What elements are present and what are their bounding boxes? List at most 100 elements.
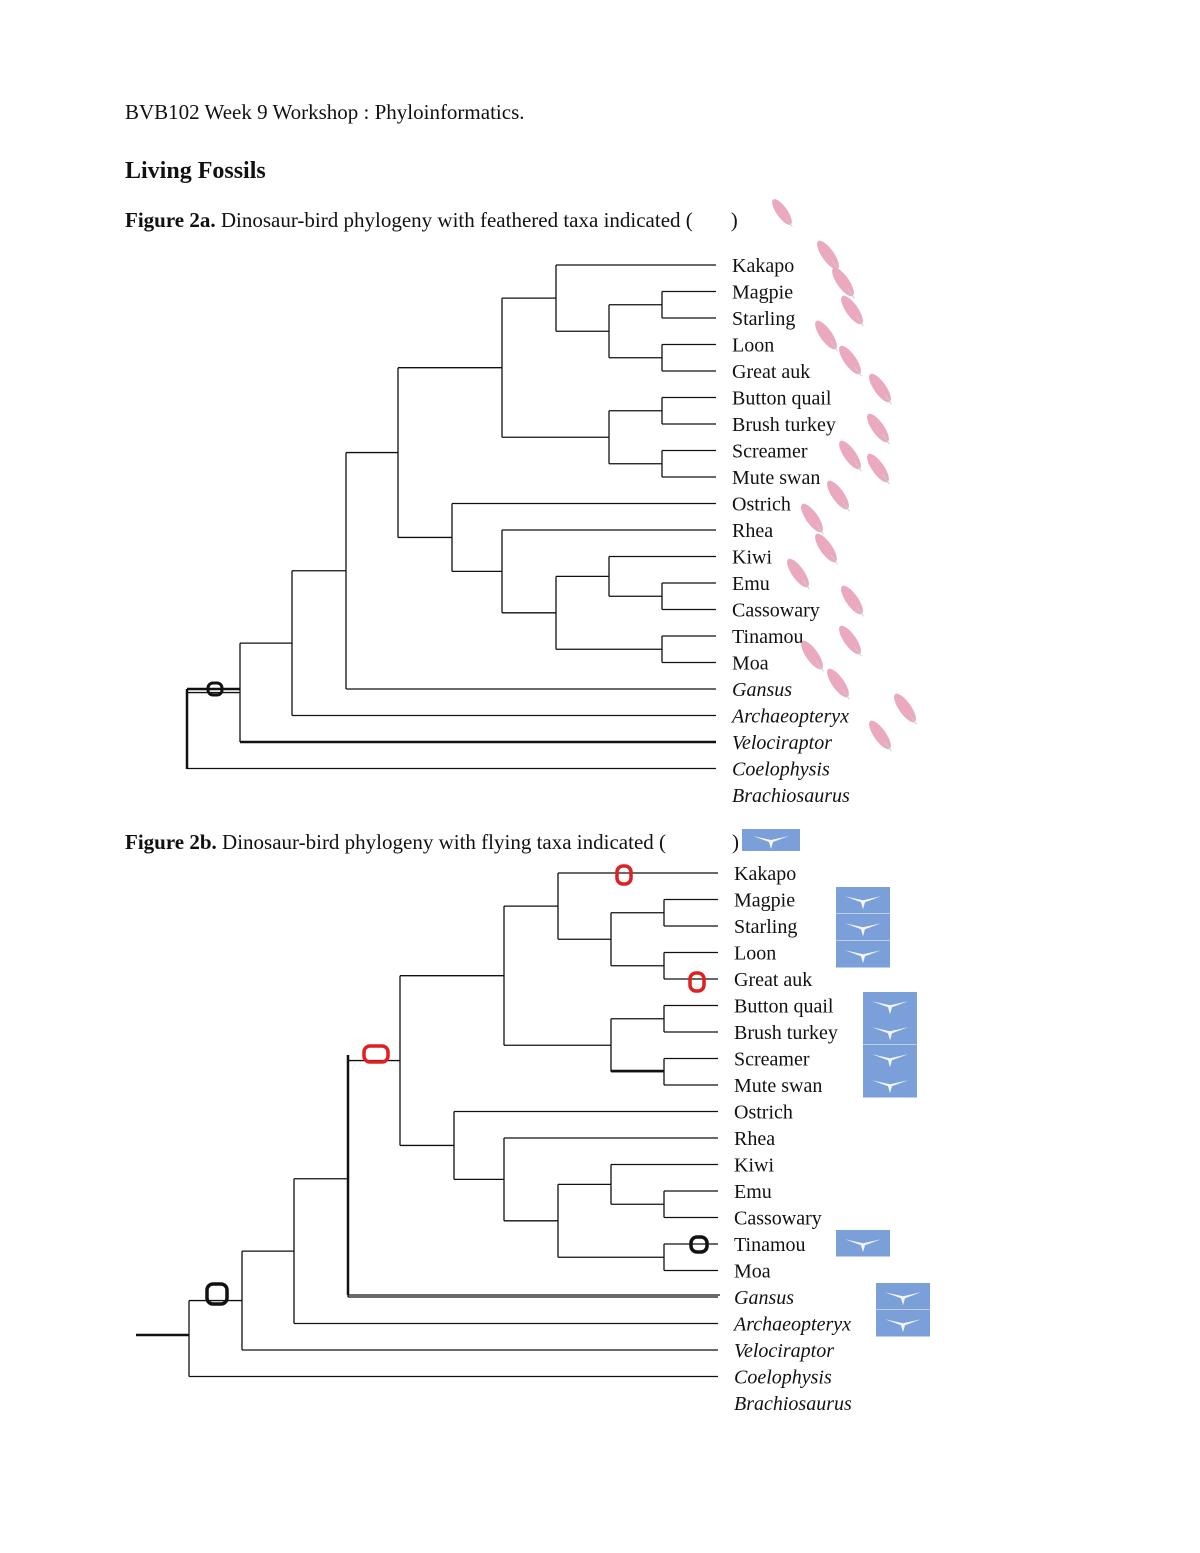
taxon-label-loon: Loon <box>734 943 776 965</box>
feather-icon <box>841 295 864 327</box>
feather-quill <box>816 661 824 672</box>
taxon-label-moa: Moa <box>734 1261 771 1283</box>
figure-2a-caption-end: ) <box>730 208 738 232</box>
feather-quill <box>884 394 892 405</box>
feather-quill <box>830 554 838 565</box>
feather-icon <box>894 693 917 725</box>
flying-bird-icon <box>836 887 890 914</box>
bird-silhouette <box>753 836 789 849</box>
figure-2b-label: Figure 2b. <box>125 830 217 854</box>
feather-vane <box>772 199 792 225</box>
taxon-label-starling: Starling <box>734 916 797 938</box>
feather-quill <box>854 646 862 657</box>
figure-2a-tree: Kakapo Magpie Starling Loon Great auk Button … <box>185 199 917 807</box>
feather-icon <box>839 345 862 377</box>
taxon-label-tinamou: Tinamou <box>734 1234 806 1256</box>
feather-icon <box>815 320 838 352</box>
feather-vane <box>869 720 891 750</box>
taxon-label-tinamou: Tinamou <box>732 626 804 648</box>
feather-vane <box>867 453 889 483</box>
flying-bird-icon <box>836 1230 890 1257</box>
taxon-label-kakapo: Kakapo <box>734 863 796 885</box>
taxon-label-great-auk: Great auk <box>732 361 810 383</box>
flying-bird-icon <box>876 1310 930 1337</box>
taxon-label-emu: Emu <box>734 1181 772 1203</box>
feather-quill <box>856 606 864 617</box>
feather-quill <box>802 579 810 590</box>
feather-quill <box>882 474 890 485</box>
feather-quill <box>882 434 890 445</box>
feather-quill <box>854 366 862 377</box>
taxon-label-button-quail: Button quail <box>732 388 832 410</box>
taxon-label-velociraptor: Velociraptor <box>734 1340 834 1362</box>
feather-icon <box>815 533 838 565</box>
feather-vane <box>787 558 809 588</box>
section-title: Living Fossils <box>125 158 266 184</box>
feather-vane <box>801 640 823 670</box>
flying-bird-icon <box>836 914 890 941</box>
feather-icon <box>841 585 864 617</box>
feather-vane <box>801 503 823 533</box>
taxon-label-emu: Emu <box>732 573 770 595</box>
feather-quill <box>884 741 892 752</box>
feather-vane <box>841 295 863 325</box>
feather-vane <box>869 373 891 403</box>
taxon-label-gansus: Gansus <box>732 679 792 701</box>
taxon-label-mute-swan: Mute swan <box>732 467 820 489</box>
feather-vane <box>839 625 861 655</box>
taxon-label-screamer: Screamer <box>734 1049 810 1071</box>
feather-icon <box>817 240 840 272</box>
document-header: BVB102 Week 9 Workshop : Phyloinformatic… <box>125 100 525 124</box>
feather-vane <box>817 240 839 270</box>
taxon-label-brush-turkey: Brush turkey <box>734 1022 838 1044</box>
bird-silhouette <box>872 1054 908 1068</box>
taxon-label-magpie: Magpie <box>732 282 793 304</box>
feather-icon <box>832 267 855 299</box>
taxon-label-kiwi: Kiwi <box>732 547 772 569</box>
taxon-label-starling: Starling <box>732 308 795 330</box>
taxon-label-archaeopteryx: Archaeopteryx <box>730 706 849 728</box>
taxon-label-coelophysis: Coelophysis <box>732 759 830 781</box>
taxon-label-coelophysis: Coelophysis <box>734 1367 832 1389</box>
taxon-label-brush-turkey: Brush turkey <box>732 414 836 436</box>
feather-vane <box>841 585 863 615</box>
bird-silhouette <box>872 1001 908 1015</box>
feather-quill <box>816 524 824 535</box>
bird-silhouette <box>845 1239 881 1253</box>
taxon-label-screamer: Screamer <box>732 441 808 463</box>
bird-silhouette <box>845 950 881 964</box>
feather-vane <box>815 320 837 350</box>
taxon-label-magpie: Magpie <box>734 890 795 912</box>
feather-vane <box>832 267 854 297</box>
feather-quill <box>854 461 862 472</box>
taxon-label-kiwi: Kiwi <box>734 1155 774 1177</box>
feather-icon <box>801 503 824 535</box>
taxon-label-rhea: Rhea <box>734 1128 775 1150</box>
bird-silhouette <box>885 1292 921 1306</box>
bird-silhouette <box>885 1319 921 1333</box>
taxon-label-mute-swan: Mute swan <box>734 1075 822 1097</box>
figure-2b-tree: Kakapo Magpie Starling Loon Great auk Button … <box>136 829 930 1415</box>
taxon-label-brachiosaurus: Brachiosaurus <box>732 785 850 807</box>
taxon-label-great-auk: Great auk <box>734 969 812 991</box>
feather-icon <box>869 373 892 405</box>
figure-2b-caption: Figure 2b. Dinosaur-bird phylogeny with … <box>125 830 739 855</box>
taxon-label-button-quail: Button quail <box>734 996 834 1018</box>
figure-2b-caption-text: Dinosaur-bird phylogeny with flying taxa… <box>222 830 667 854</box>
feather-quill <box>909 714 917 725</box>
bird-silhouette <box>845 896 881 910</box>
feather-vane <box>827 668 849 698</box>
taxon-label-loon: Loon <box>732 335 774 357</box>
feather-icon <box>772 199 793 228</box>
bird-silhouette <box>872 1080 908 1094</box>
feather-quill <box>842 689 850 700</box>
taxon-label-ostrich: Ostrich <box>732 494 791 516</box>
flying-bird-icon <box>863 1018 917 1045</box>
feather-vane <box>827 480 849 510</box>
flying-bird-icon <box>836 941 890 968</box>
taxon-label-cassowary: Cassowary <box>734 1208 822 1230</box>
feather-icon <box>839 625 862 657</box>
bird-silhouette <box>845 923 881 937</box>
flying-bird-icon <box>742 829 800 851</box>
feather-quill <box>785 217 793 228</box>
